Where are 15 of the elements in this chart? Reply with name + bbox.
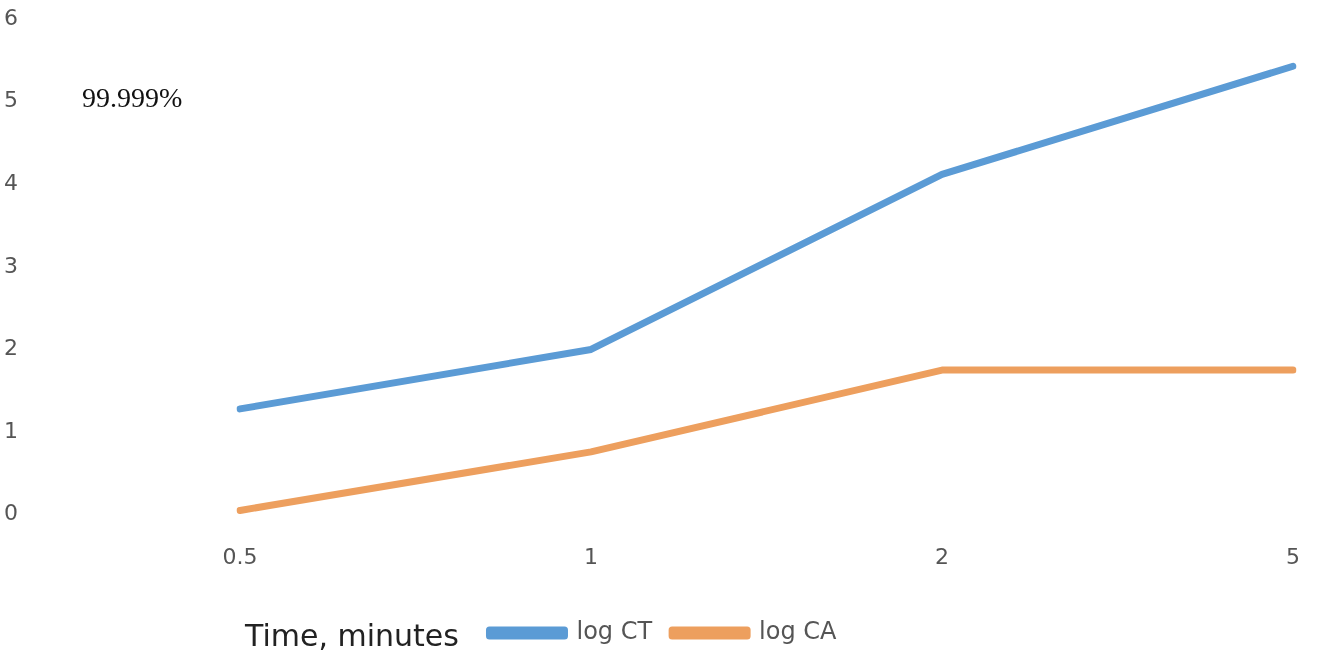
y-tick-label: 0: [4, 500, 18, 526]
y-tick-label: 4: [4, 170, 18, 196]
y-tick-label: 6: [4, 4, 18, 30]
annotation: 99.999%: [82, 81, 183, 113]
y-tick-label: 1: [4, 417, 18, 443]
x-axis-title: Time, minutes: [245, 618, 459, 653]
y-tick-label: 2: [4, 335, 18, 361]
y-tick-label: 3: [4, 252, 18, 278]
x-tick-label: 0.5: [222, 543, 258, 569]
x-tick-label: 5: [1286, 543, 1300, 569]
legend-label: log CA: [759, 617, 838, 646]
x-tick-label: 1: [584, 543, 598, 569]
y-tick-label: 5: [4, 87, 18, 113]
x-tick-label: 2: [935, 543, 949, 569]
legend-label: log CT: [576, 617, 653, 646]
